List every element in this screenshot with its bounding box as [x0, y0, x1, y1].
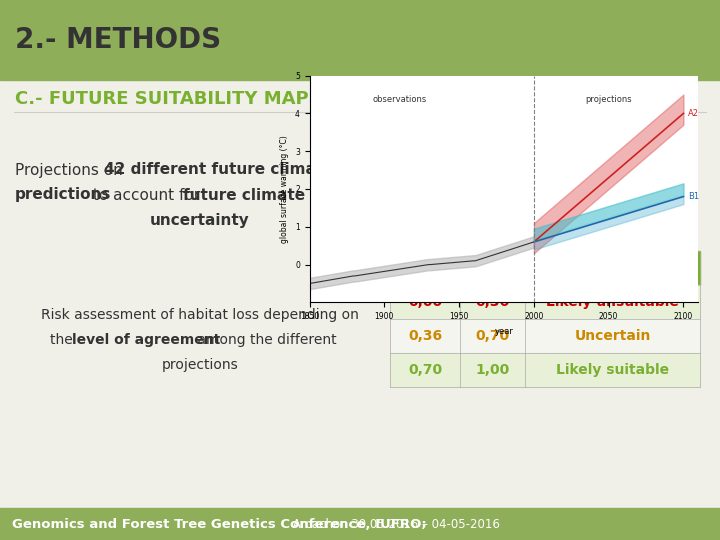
- Text: 0,70: 0,70: [408, 363, 442, 377]
- Bar: [390, 285, 700, 319]
- Text: Likely suitable: Likely suitable: [556, 363, 669, 377]
- Text: 0,36: 0,36: [408, 329, 442, 343]
- Text: 2.- METHODS: 2.- METHODS: [15, 26, 221, 54]
- Text: A2: A2: [688, 109, 699, 118]
- Bar: [0, 80, 720, 508]
- Text: B1: B1: [688, 192, 699, 201]
- Bar: [390, 251, 700, 285]
- Text: From: From: [408, 261, 443, 274]
- X-axis label: year: year: [495, 327, 513, 336]
- Bar: [390, 319, 700, 353]
- Text: 0,36: 0,36: [475, 295, 510, 309]
- Text: projections: projections: [161, 358, 238, 372]
- Y-axis label: global surface warming (°C): global surface warming (°C): [281, 135, 289, 243]
- Text: projections: projections: [585, 95, 632, 104]
- Text: Arcachon 30.05.2016 – 04-05-2016: Arcachon 30.05.2016 – 04-05-2016: [289, 517, 500, 530]
- Text: To: To: [485, 261, 500, 274]
- Text: Projections on: Projections on: [15, 163, 127, 178]
- Text: Likely unsuitable: Likely unsuitable: [546, 295, 679, 309]
- Text: 0,00: 0,00: [408, 295, 442, 309]
- Text: uncertainty: uncertainty: [150, 213, 250, 227]
- Bar: [390, 353, 700, 387]
- Text: Genomics and Forest Tree Genetics Conference, IUFRO;: Genomics and Forest Tree Genetics Confer…: [12, 517, 427, 530]
- Text: future climate: future climate: [183, 187, 305, 202]
- Text: 42 different future climate: 42 different future climate: [104, 163, 333, 178]
- Text: Future Suitability: Future Suitability: [552, 261, 674, 274]
- Text: among the different: among the different: [193, 333, 337, 347]
- Text: Risk assessment of habitat loss depending on: Risk assessment of habitat loss dependin…: [41, 308, 359, 322]
- Bar: [0, 508, 720, 540]
- Text: 1,00: 1,00: [475, 363, 510, 377]
- Text: 0,70: 0,70: [475, 329, 510, 343]
- Text: Uncertain: Uncertain: [575, 329, 651, 343]
- Text: level of agreement: level of agreement: [72, 333, 220, 347]
- Text: the: the: [50, 333, 77, 347]
- Text: to account for: to account for: [88, 187, 205, 202]
- Bar: [0, 0, 720, 80]
- Text: observations: observations: [372, 95, 426, 104]
- Text: predictions: predictions: [15, 187, 112, 202]
- Text: C.- FUTURE SUITABILITY MAPS: C.- FUTURE SUITABILITY MAPS: [15, 90, 322, 108]
